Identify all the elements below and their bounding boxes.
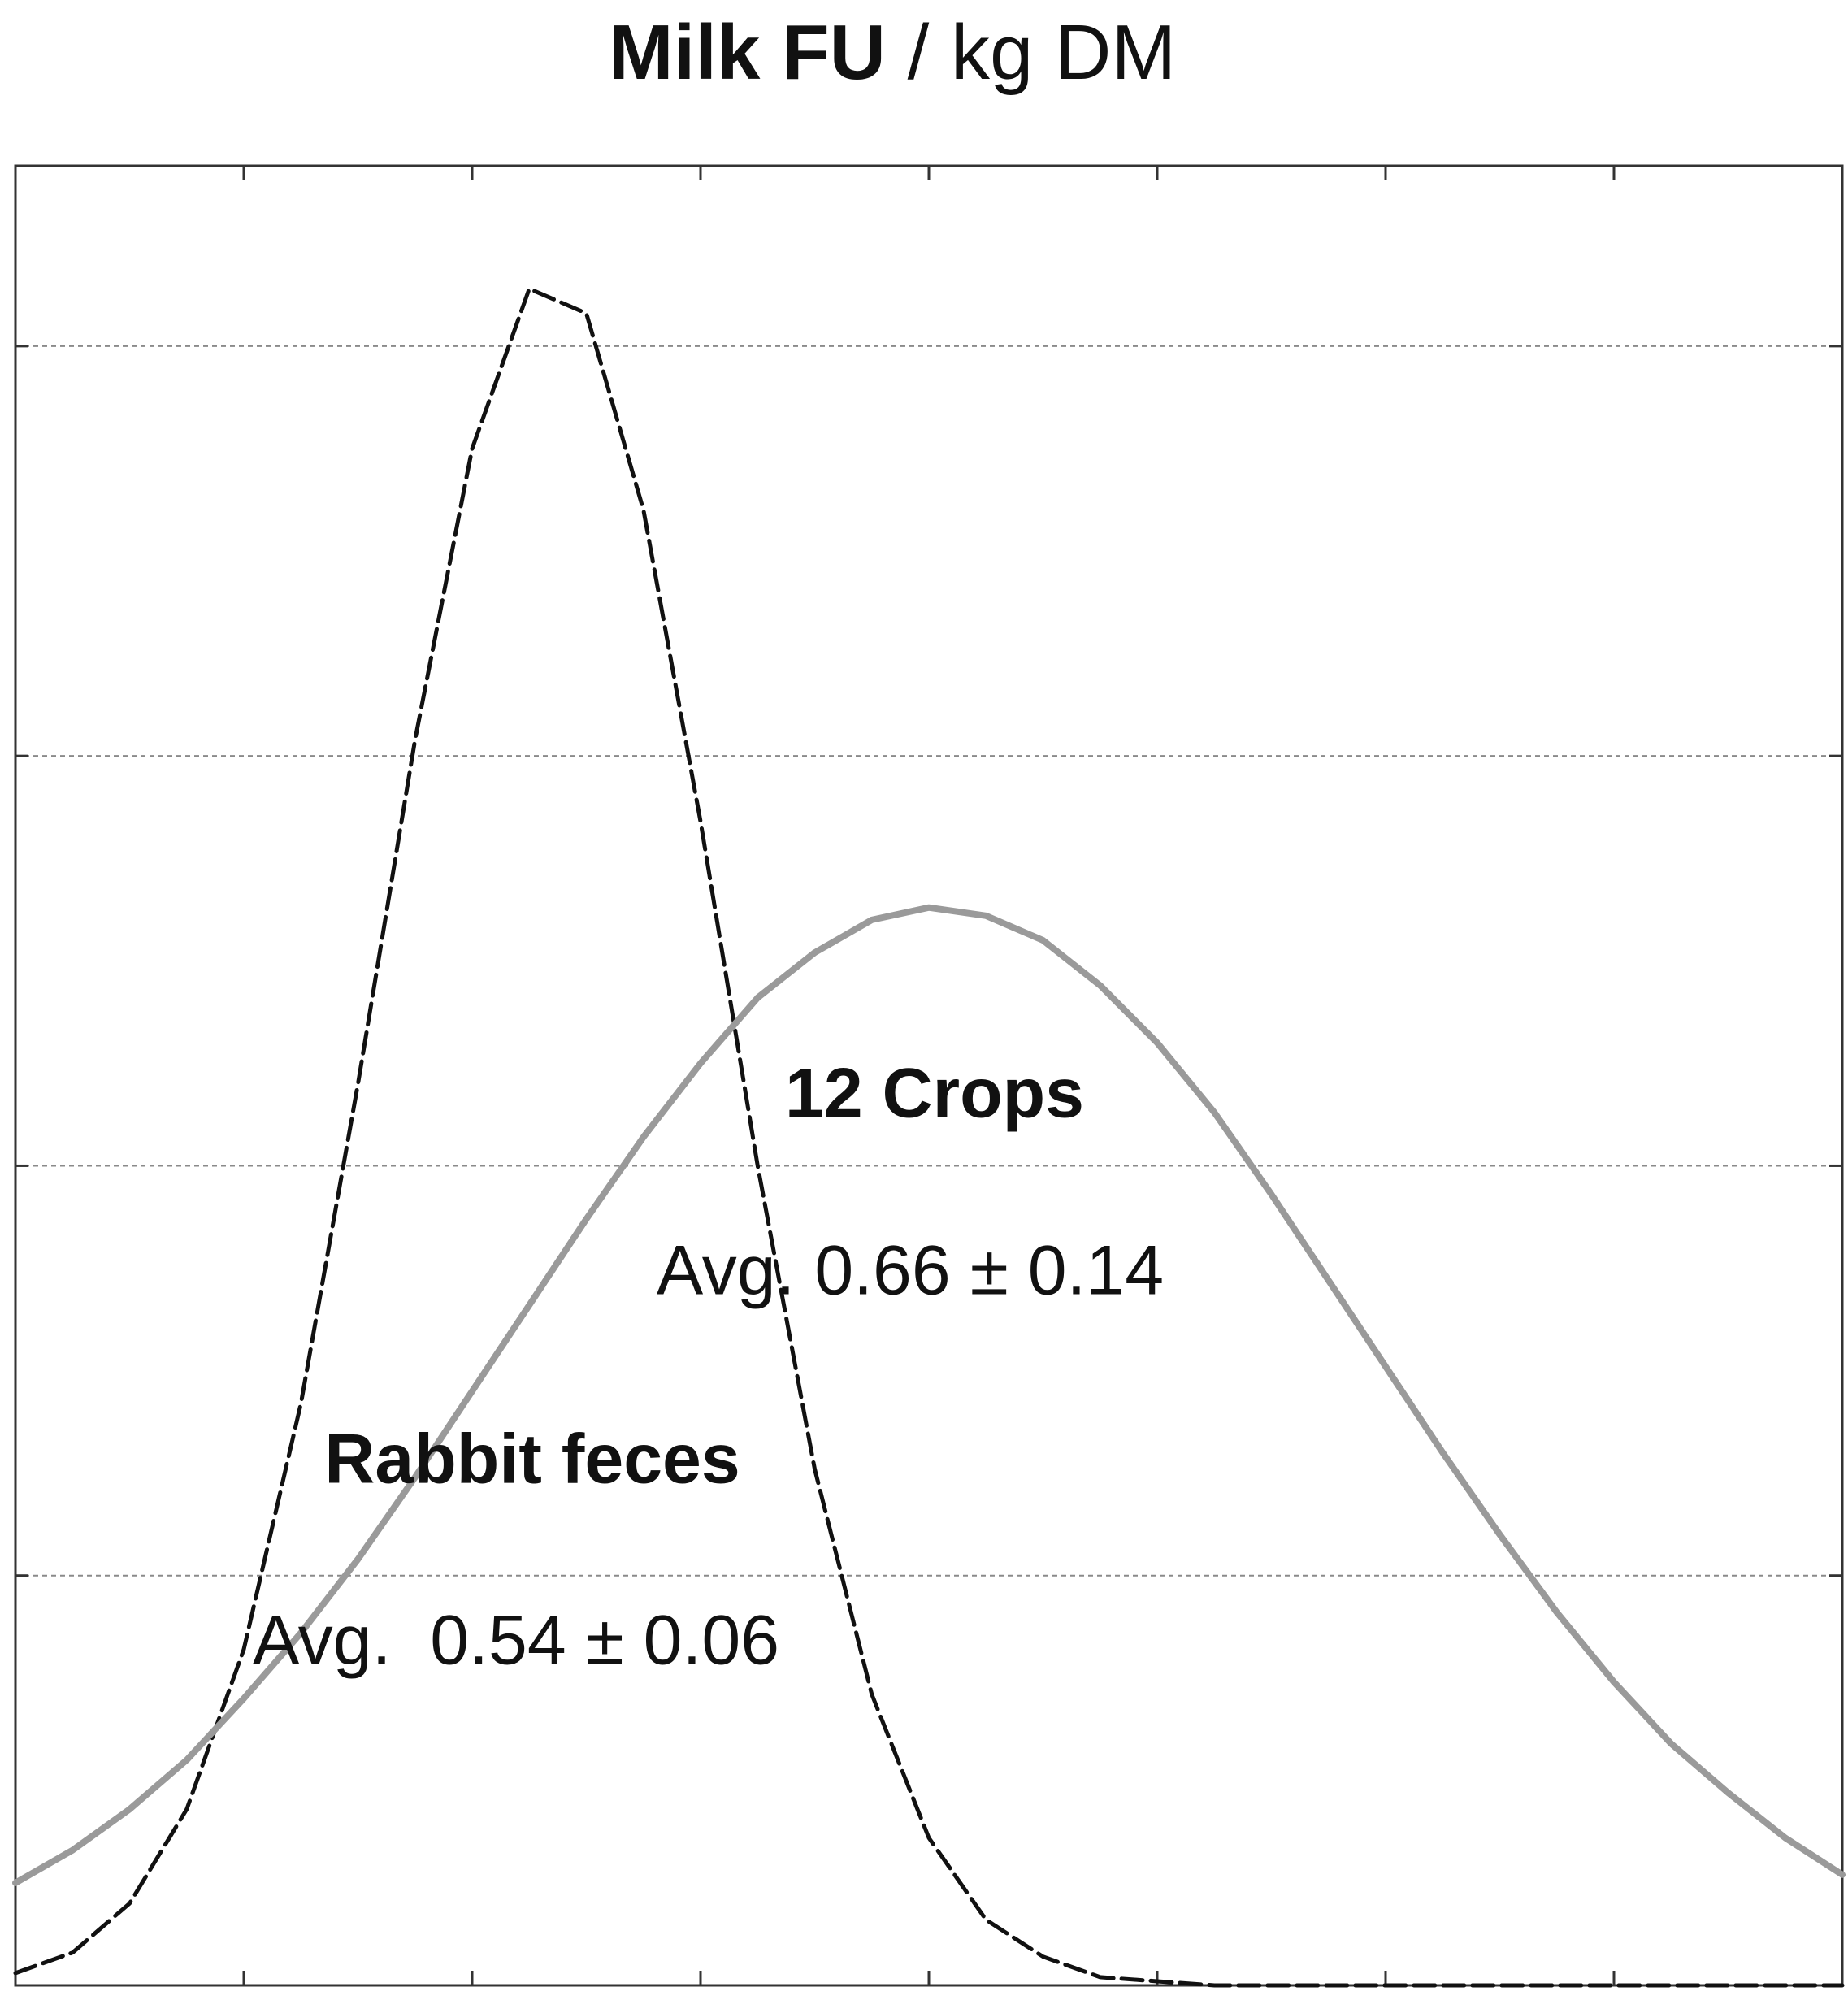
annotation: Avg. 0.66 ± 0.14 xyxy=(657,1232,1164,1310)
series-line xyxy=(13,286,1845,1988)
annotation: 12 Crops xyxy=(785,1055,1084,1133)
annotation: Rabbit feces xyxy=(324,1421,740,1499)
title-main: Milk FU xyxy=(609,9,886,96)
chart-title: Milk FU / kg DM xyxy=(609,9,1177,96)
series-line xyxy=(12,904,1846,1886)
grid xyxy=(15,166,1842,1985)
annotation: Avg. 0.54 ± 0.06 xyxy=(253,1602,779,1680)
title-units: / kg DM xyxy=(908,9,1177,96)
lines xyxy=(12,286,1846,1988)
